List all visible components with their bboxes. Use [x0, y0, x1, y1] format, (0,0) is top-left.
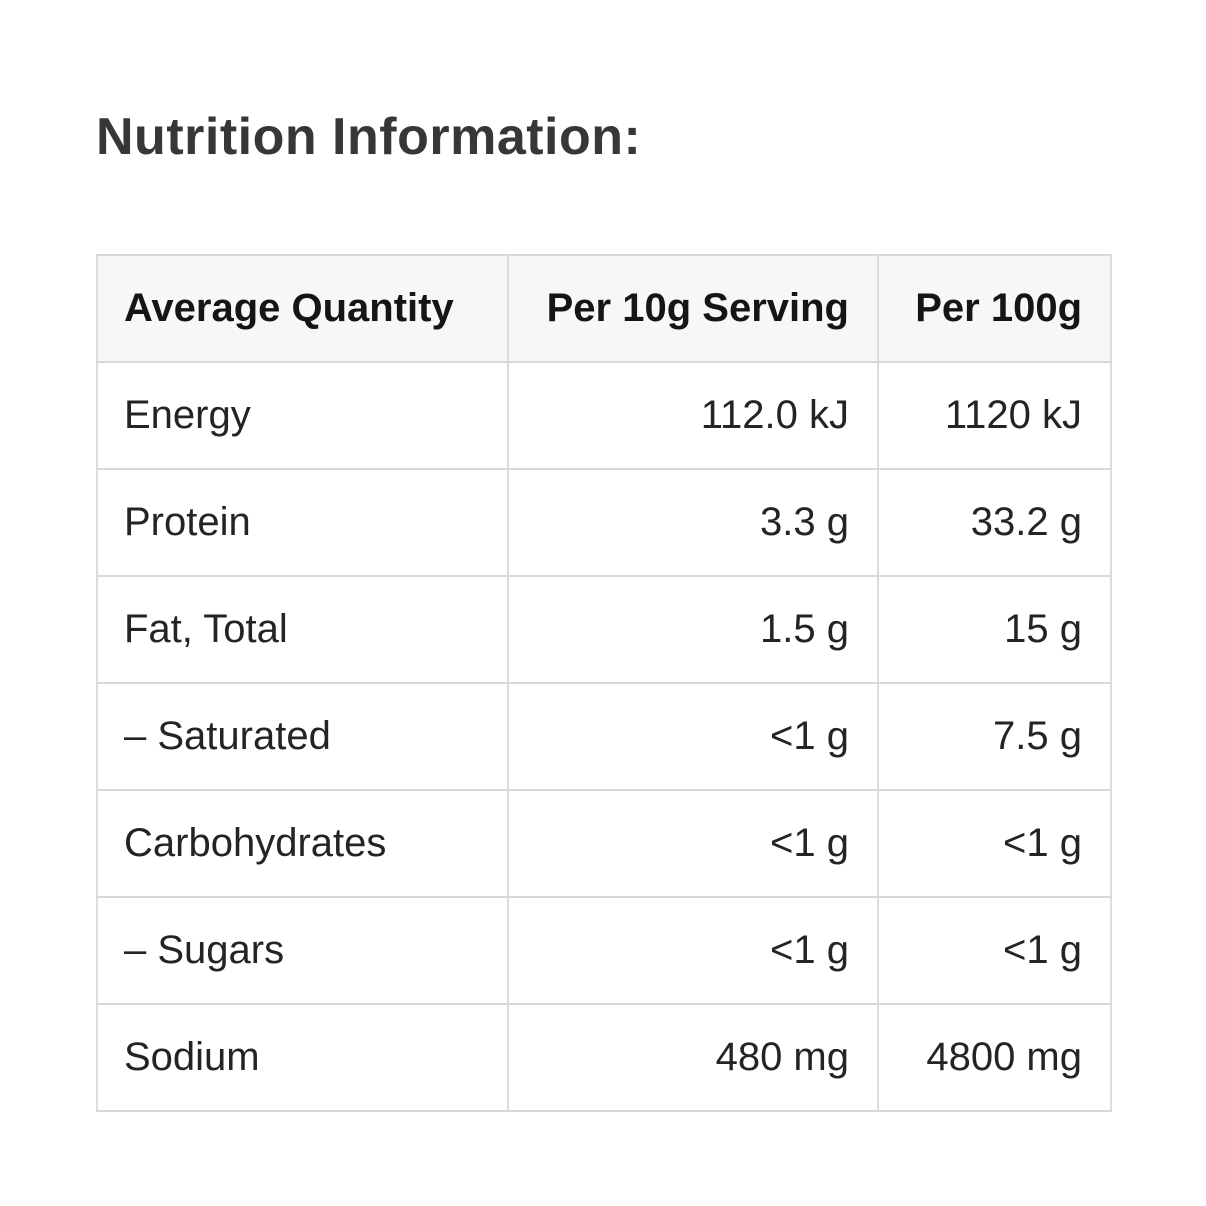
value-per-serving: 3.3 g: [507, 468, 879, 578]
value-per-100g: 1120 kJ: [877, 361, 1112, 471]
nutrition-table: Average Quantity Per 10g Serving Per 100…: [96, 254, 1112, 1113]
value-per-100g: 15 g: [877, 575, 1112, 685]
value-per-serving: 1.5 g: [507, 575, 879, 685]
nutrient-name: – Saturated: [96, 682, 509, 792]
table-row-protein: Protein 3.3 g 33.2 g: [96, 468, 1112, 578]
section-title: Nutrition Information:: [96, 108, 642, 166]
nutrient-name: – Sugars: [96, 896, 509, 1006]
col-header-per-100g: Per 100g: [877, 254, 1112, 364]
nutrient-name: Energy: [96, 361, 509, 471]
table-header-row: Average Quantity Per 10g Serving Per 100…: [96, 254, 1112, 364]
value-per-100g: 33.2 g: [877, 468, 1112, 578]
table-row-sodium: Sodium 480 mg 4800 mg: [96, 1003, 1112, 1113]
value-per-100g: 7.5 g: [877, 682, 1112, 792]
table-row-fat-total: Fat, Total 1.5 g 15 g: [96, 575, 1112, 685]
table-row-sugars: – Sugars <1 g <1 g: [96, 896, 1112, 1006]
table-row-energy: Energy 112.0 kJ 1120 kJ: [96, 361, 1112, 471]
value-per-serving: <1 g: [507, 896, 879, 1006]
value-per-100g: 4800 mg: [877, 1003, 1112, 1113]
value-per-serving: <1 g: [507, 789, 879, 899]
col-header-per-10g-serving: Per 10g Serving: [507, 254, 879, 364]
value-per-serving: 112.0 kJ: [507, 361, 879, 471]
table-row-saturated: – Saturated <1 g 7.5 g: [96, 682, 1112, 792]
value-per-serving: 480 mg: [507, 1003, 879, 1113]
col-header-average-quantity: Average Quantity: [96, 254, 509, 364]
value-per-100g: <1 g: [877, 896, 1112, 1006]
value-per-100g: <1 g: [877, 789, 1112, 899]
nutrient-name: Fat, Total: [96, 575, 509, 685]
nutrient-name: Sodium: [96, 1003, 509, 1113]
value-per-serving: <1 g: [507, 682, 879, 792]
table-row-carbohydrates: Carbohydrates <1 g <1 g: [96, 789, 1112, 899]
nutrient-name: Protein: [96, 468, 509, 578]
nutrient-name: Carbohydrates: [96, 789, 509, 899]
